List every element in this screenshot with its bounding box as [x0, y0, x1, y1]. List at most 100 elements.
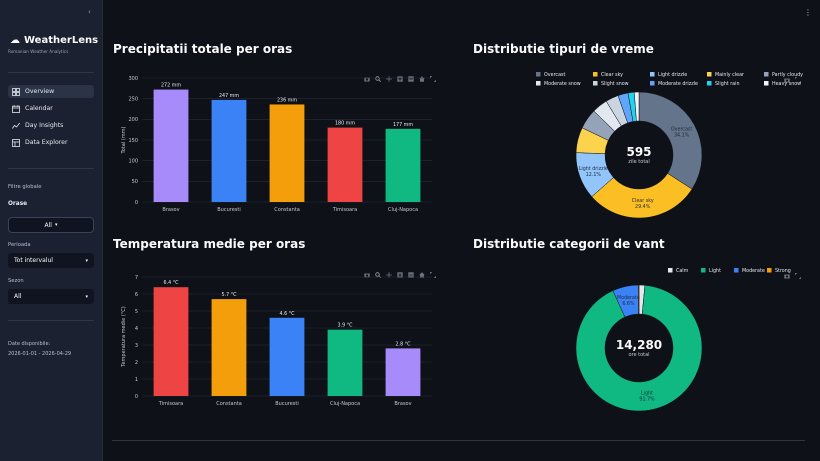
divider [8, 72, 94, 73]
center-value: 595 [626, 145, 651, 159]
slice-label: 34.1% [674, 132, 690, 138]
slice-label: 91.7% [639, 396, 655, 402]
season-label: Sezon [8, 278, 24, 284]
divider [112, 440, 805, 441]
bar [153, 287, 189, 396]
legend-swatch [593, 81, 598, 86]
legend-swatch [536, 72, 541, 77]
legend-swatch [593, 72, 598, 77]
fullscreen-icon[interactable] [794, 264, 802, 283]
divider [8, 168, 94, 169]
x-tick-label: Brasov [162, 207, 179, 213]
season-value: All [14, 293, 22, 300]
nav-label: Overview [25, 88, 55, 95]
fullscreen-icon[interactable] [429, 263, 437, 282]
y-tick-label: 150 [128, 138, 138, 144]
x-tick-label: Brasov [394, 401, 411, 407]
y-axis-label: Total (mm) [121, 127, 127, 155]
legend-label: Mainly clear [715, 72, 744, 78]
donut-slice [638, 91, 703, 190]
y-tick-label: 1 [135, 377, 138, 383]
period-select[interactable]: Tot intervalul ▾ [8, 253, 94, 268]
fullscreen-icon[interactable] [429, 67, 437, 86]
sidebar-collapse-button[interactable]: ‹ [88, 8, 91, 16]
camera-icon[interactable] [364, 263, 370, 282]
legend-swatch [650, 81, 655, 86]
legend-label: Calm [676, 268, 689, 274]
slice-label: 12.1% [586, 172, 602, 178]
app-subtitle: Romanian Weather Analytics [8, 49, 69, 54]
bar [211, 299, 247, 396]
legend-label: Slight rain [715, 81, 740, 87]
chart-toolbar [364, 67, 437, 86]
zoom-out-icon[interactable] [408, 263, 414, 282]
cities-value: All [44, 221, 52, 229]
nav-label: Day Insights [25, 122, 64, 129]
period-value: Tot intervalul [14, 257, 53, 264]
main-menu-button[interactable]: ⋮ [804, 8, 812, 17]
legend-label: Slight snow [601, 81, 629, 87]
legend-swatch [707, 72, 712, 77]
legend-label: Moderate drizzle [658, 81, 698, 87]
y-tick-label: 7 [135, 275, 138, 281]
app-brand: ☁ WeatherLens [10, 35, 98, 46]
camera-icon[interactable] [364, 67, 370, 86]
cities-select[interactable]: All ▾ [8, 217, 94, 233]
donut-slice [575, 285, 703, 412]
y-tick-label: 0 [135, 200, 138, 206]
legend-swatch [650, 72, 655, 77]
nav-item-overview[interactable]: Overview [8, 85, 94, 98]
nav-item-day-insights[interactable]: Day Insights [8, 119, 94, 132]
data-label: 236 mm [277, 97, 297, 103]
legend-swatch [668, 268, 673, 273]
period-label: Perioada [8, 242, 31, 248]
nav-item-calendar[interactable]: Calendar [8, 102, 94, 115]
nav-item-data-explorer[interactable]: Data Explorer [8, 136, 94, 149]
slice-label: 6.6% [622, 301, 635, 307]
legend-label: Light drizzle [658, 72, 687, 78]
home-icon[interactable] [419, 263, 425, 282]
dates-range: 2026-01-01 - 2026-04-29 [8, 351, 72, 357]
fullscreen-icon[interactable] [794, 68, 802, 87]
y-tick-label: 5 [135, 309, 138, 315]
chevron-down-icon: ▾ [85, 293, 88, 300]
donut-slice [633, 91, 640, 122]
y-tick-label: 6 [135, 292, 138, 298]
x-tick-label: Cluj-Napoca [388, 207, 418, 213]
x-tick-label: Bucuresti [217, 207, 241, 213]
cloud-icon: ☁ [10, 35, 20, 46]
data-explorer-icon [12, 138, 20, 147]
camera-icon[interactable] [784, 68, 790, 87]
season-select[interactable]: All ▾ [8, 289, 94, 304]
chevron-down-icon: ▾ [54, 222, 58, 228]
bar [327, 329, 363, 396]
precip-bar-chart: 0 50 100 150 200 250 300 Total (mm) 272 mm Brasov… [121, 76, 432, 213]
filters-heading: Filtre globale [8, 184, 42, 190]
legend-swatch [701, 268, 706, 273]
slice-label: Light drizzle [579, 166, 608, 172]
legend-label: Clear sky [601, 72, 623, 78]
data-label: 247 mm [219, 93, 239, 99]
bar [211, 99, 247, 202]
overview-icon [12, 87, 20, 96]
home-icon[interactable] [419, 67, 425, 86]
sidebar: ‹ ☁ WeatherLens Romanian Weather Analyti… [0, 0, 103, 461]
center-label: ore total [628, 352, 649, 358]
y-tick-label: 4 [135, 326, 138, 332]
zoom-in-icon[interactable] [397, 263, 403, 282]
y-tick-label: 2 [135, 360, 138, 366]
zoom-out-icon[interactable] [408, 67, 414, 86]
chart-toolbar [364, 263, 437, 282]
zoom-icon[interactable] [375, 67, 381, 86]
data-label: 177 mm [393, 122, 413, 128]
camera-icon[interactable] [784, 264, 790, 283]
legend-label: Strong [775, 268, 791, 274]
temp-title: Temperatura medie per oras [113, 237, 306, 251]
legend-swatch [764, 81, 769, 86]
x-tick-label: Bucuresti [275, 401, 299, 407]
legend-swatch [764, 72, 769, 77]
y-tick-label: 0 [135, 394, 138, 400]
pan-icon[interactable] [386, 67, 392, 86]
center-value: 14,280 [616, 338, 662, 352]
divider [8, 320, 94, 321]
